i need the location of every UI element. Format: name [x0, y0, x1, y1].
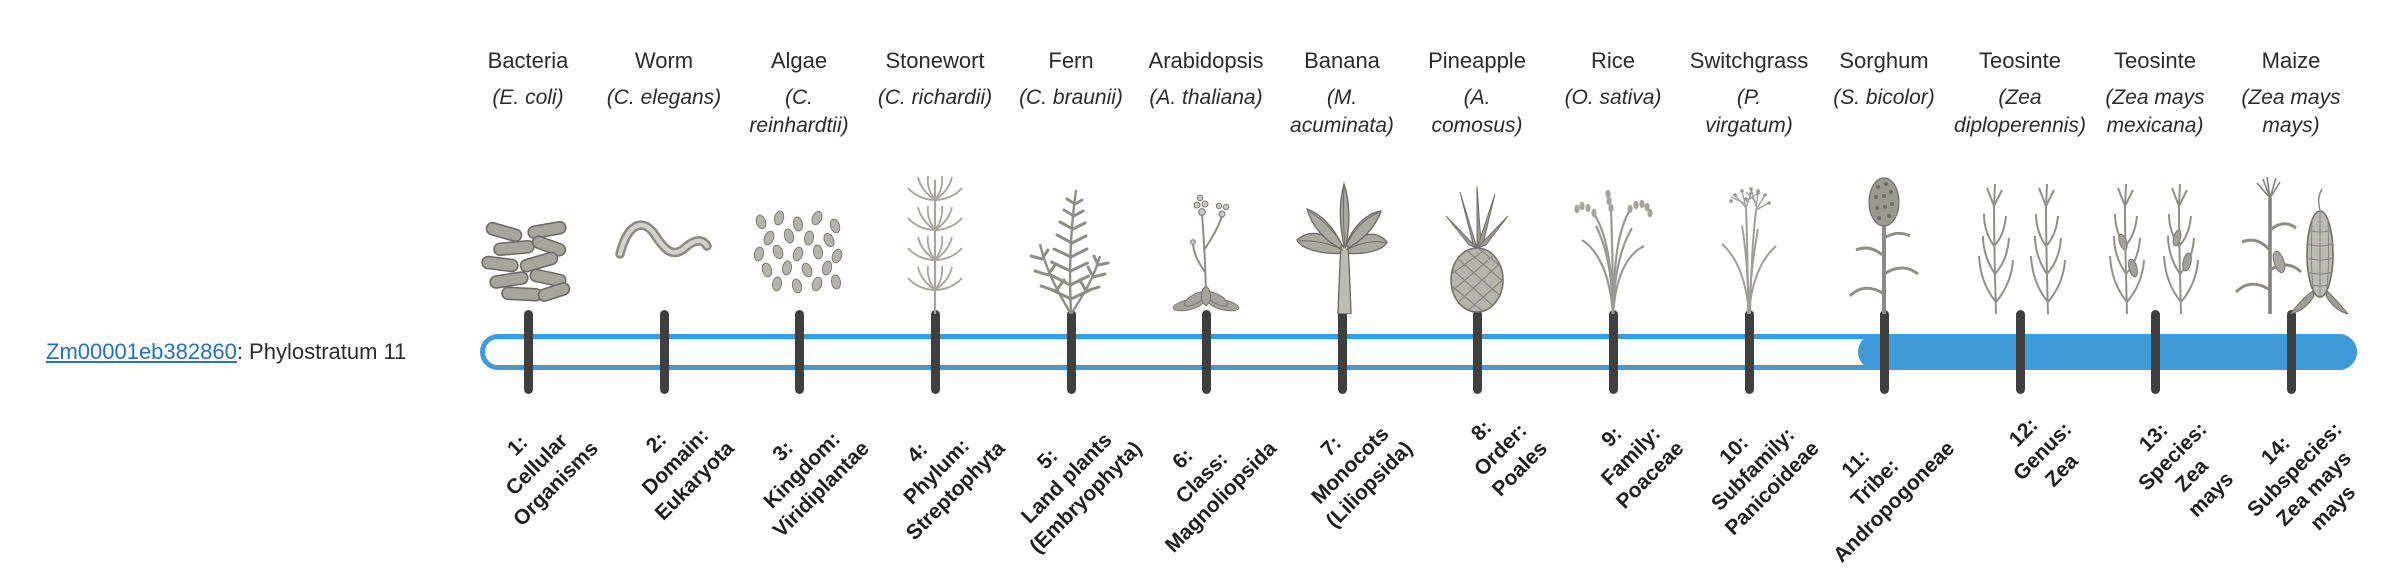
gene-link[interactable]: Zm00001eb382860	[46, 339, 237, 364]
organism-species-name: (C. braunii)	[1019, 86, 1123, 109]
stratum-label: 9: Family: Poaceae	[1596, 421, 1688, 514]
organism-common-name: Sorghum	[1839, 48, 1929, 73]
stratum-tick	[1202, 310, 1211, 394]
organism-species-name: (M. acuminata)	[1290, 86, 1394, 138]
stratum-tick	[1880, 310, 1889, 394]
organism-species-name: (Zea diploperennis)	[1954, 86, 2086, 138]
switchgrass-icon	[1674, 166, 1824, 314]
phylostratum-bar	[480, 334, 2357, 370]
organism-common-name: Banana	[1304, 48, 1380, 73]
maize-icon	[2216, 166, 2366, 314]
sorghum-icon	[1809, 166, 1959, 314]
organism-column: Sorghum (S. bicolor)	[1809, 48, 1959, 314]
stratum-label: 11: Tribe: Andropogoneae	[1828, 436, 1959, 567]
organism-column: Algae (C. reinhardtii)	[724, 48, 874, 294]
organism-species-name: (C. elegans)	[606, 86, 722, 109]
stratum-tick	[1745, 310, 1754, 394]
stratum-label: 8: Order: Poales	[1467, 416, 1552, 501]
gene-caption-suffix: : Phylostratum 11	[236, 339, 407, 364]
organism-species-name: (S. bicolor)	[1833, 86, 1935, 109]
organism-common-name: Algae	[770, 48, 828, 73]
teosinte-diplo-icon	[1945, 166, 2095, 314]
stratum-label: 4: Phylum: Streptophyta	[899, 434, 1010, 545]
stratum-label: 14: Subspecies: Zea mays mays	[2243, 417, 2361, 535]
stratum-tick	[1609, 310, 1618, 394]
organism-common-name: Teosinte	[2114, 48, 2196, 73]
organism-column: Switchgrass (P. virgatum)	[1674, 48, 1824, 314]
organism-column: Banana (M. acuminata)	[1267, 48, 1417, 314]
organism-common-name: Fern	[1048, 48, 1094, 73]
rice-icon	[1538, 166, 1688, 314]
organism-species-name: (A. thaliana)	[1149, 86, 1263, 109]
stratum-tick	[1338, 310, 1347, 394]
stratum-tick	[660, 310, 669, 394]
organism-column: Maize (Zea mays mays)	[2216, 48, 2366, 314]
organism-column: Stonewort (C. richardii)	[860, 48, 1010, 314]
organism-species-name: (O. sativa)	[1564, 86, 1662, 109]
organism-column: Bacteria (E. coli)	[453, 48, 603, 302]
worm-icon	[589, 166, 739, 314]
stratum-tick	[931, 310, 940, 394]
stratum-label: 6: Class: Magnoliopsida	[1160, 436, 1281, 557]
organism-species-name: (A. comosus)	[1431, 86, 1523, 138]
organism-common-name: Arabidopsis	[1148, 48, 1264, 73]
organism-species-name: (Zea mays mexicana)	[2105, 86, 2205, 138]
organism-common-name: Pineapple	[1428, 48, 1526, 73]
banana-icon	[1267, 166, 1417, 314]
stratum-label: 2: Domain: Eukaryota	[638, 423, 739, 525]
organism-common-name: Maize	[2261, 48, 2321, 73]
stratum-tick	[1067, 310, 1076, 394]
stratum-label: 5: Land plants (Embryophyta)	[1016, 428, 1146, 558]
gene-caption: Zm00001eb382860: Phylostratum 11	[46, 339, 406, 365]
organism-common-name: Bacteria	[487, 48, 569, 73]
teosinte-mexicana-icon	[2080, 166, 2230, 314]
stratum-label: 12: Genus: Zea	[2004, 413, 2083, 492]
stratum-label: 13: Species: Zea mays	[2133, 417, 2238, 522]
organism-species-name: (P. virgatum)	[1705, 86, 1793, 138]
organism-common-name: Worm	[634, 48, 694, 73]
organism-common-name: Switchgrass	[1689, 48, 1809, 73]
stratum-tick	[524, 310, 533, 394]
organism-species-name: (Zea mays mays)	[2241, 86, 2341, 138]
organism-column: Teosinte (Zea diploperennis)	[1945, 48, 2095, 314]
organism-common-name: Stonewort	[885, 48, 985, 73]
stratum-tick	[795, 310, 804, 394]
organism-column: Arabidopsis (A. thaliana)	[1131, 48, 1281, 312]
organism-common-name: Rice	[1590, 48, 1635, 73]
phylostratum-bar-fill	[1858, 334, 2357, 370]
algae-icon	[724, 166, 874, 314]
organism-column: Fern (C. braunii)	[996, 48, 1146, 314]
arabidopsis-icon	[1131, 166, 1281, 314]
stratum-tick	[2287, 310, 2296, 394]
stratum-label: 1: Cellular Organisms	[501, 429, 603, 531]
organism-column: Rice (O. sativa)	[1538, 48, 1688, 314]
stratum-tick	[1473, 310, 1482, 394]
pineapple-icon	[1402, 166, 1552, 314]
stratum-tick	[2016, 310, 2025, 394]
fern-icon	[996, 166, 1146, 314]
organism-species-name: (E. coli)	[492, 86, 564, 109]
organism-common-name: Teosinte	[1979, 48, 2061, 73]
organism-species-name: (C. reinhardtii)	[749, 86, 849, 138]
organism-species-name: (C. richardii)	[877, 86, 993, 109]
stratum-label: 7: Monocots (Liliopsida)	[1307, 422, 1417, 533]
bacteria-icon	[453, 166, 603, 314]
organism-column: Teosinte (Zea mays mexicana)	[2080, 48, 2230, 314]
stonewort-icon	[860, 166, 1010, 314]
organism-column: Pineapple (A. comosus)	[1402, 48, 1552, 313]
stratum-tick	[2151, 310, 2160, 394]
stratum-label: 3: Kingdom: Viridiplantae	[759, 427, 874, 542]
organism-column: Worm (C. elegans)	[589, 48, 739, 259]
